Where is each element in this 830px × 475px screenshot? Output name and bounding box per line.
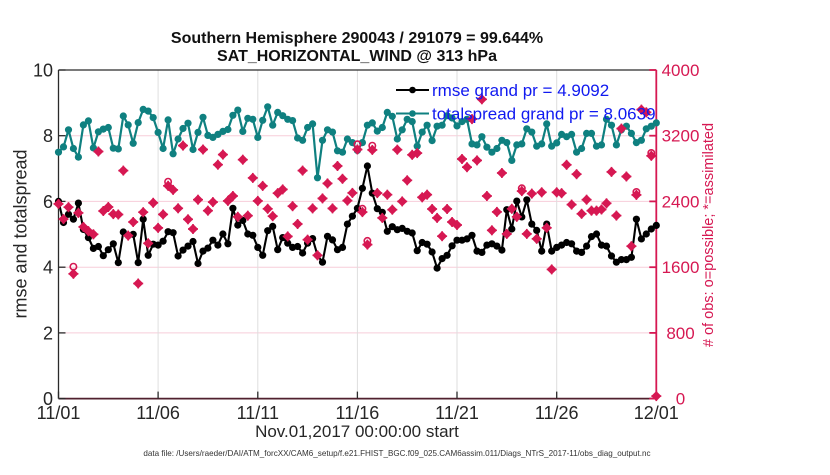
svg-text:0: 0 [676, 390, 685, 409]
svg-text:0: 0 [43, 389, 53, 409]
svg-text:totalspread grand pr = 8.0639: totalspread grand pr = 8.0639 [432, 105, 656, 124]
svg-text:800: 800 [666, 324, 694, 343]
svg-text:3200: 3200 [662, 127, 700, 146]
svg-text:11/06: 11/06 [136, 403, 180, 423]
svg-text:# of obs: o=possible; *=assimi: # of obs: o=possible; *=assimilated [701, 123, 717, 347]
svg-text:2: 2 [43, 323, 53, 343]
svg-text:11/16: 11/16 [336, 403, 380, 423]
svg-text:6: 6 [43, 192, 53, 212]
svg-text:4000: 4000 [662, 61, 700, 80]
svg-text:rmse and totalspread: rmse and totalspread [11, 149, 31, 318]
svg-text:12/01: 12/01 [634, 403, 679, 423]
svg-text:Nov.01,2017 00:00:00 start: Nov.01,2017 00:00:00 start [255, 422, 459, 441]
svg-text:data file: /Users/raeder/DAI/A: data file: /Users/raeder/DAI/ATM_forcXX/… [143, 449, 650, 458]
svg-text:Southern Hemisphere 290043 / 2: Southern Hemisphere 290043 / 291079 = 99… [171, 30, 543, 47]
svg-text:10: 10 [33, 61, 53, 81]
svg-text:rmse grand pr = 4.9092: rmse grand pr = 4.9092 [432, 81, 609, 100]
svg-text:11/11: 11/11 [237, 403, 279, 423]
svg-text:4: 4 [43, 258, 53, 278]
svg-text:11/26: 11/26 [535, 403, 579, 423]
svg-text:11/21: 11/21 [435, 403, 479, 423]
svg-text:SAT_HORIZONTAL_WIND @ 313 hPa: SAT_HORIZONTAL_WIND @ 313 hPa [217, 48, 497, 65]
svg-text:8: 8 [43, 126, 53, 146]
svg-text:11/01: 11/01 [37, 403, 81, 423]
svg-text:2400: 2400 [662, 192, 700, 211]
svg-text:1600: 1600 [662, 258, 700, 277]
